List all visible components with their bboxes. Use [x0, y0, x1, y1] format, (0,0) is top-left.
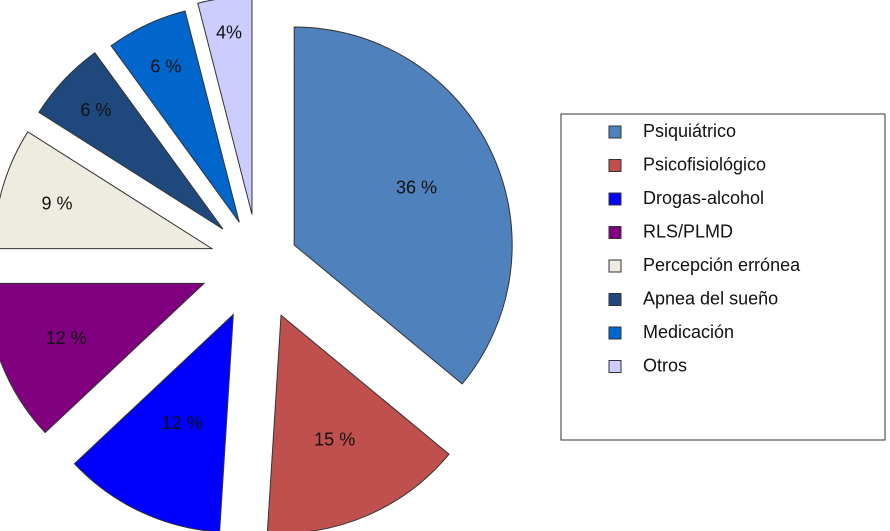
- legend-item: Otros: [608, 356, 687, 376]
- slice-label-5: 9 %: [41, 194, 72, 214]
- slice-label-1: 36 %: [396, 177, 437, 197]
- legend-item: Percepción errónea: [608, 255, 801, 275]
- pie-slice-8: [197, 0, 253, 215]
- legend-item: Medicación: [608, 322, 734, 342]
- slice-label-4: 12 %: [46, 328, 87, 348]
- pie-slices: [0, 0, 513, 531]
- legend-swatch: [608, 293, 622, 306]
- legend-label: Percepción errónea: [643, 255, 801, 275]
- pie-slice-4: [0, 282, 206, 434]
- legend-label: Medicación: [643, 322, 734, 342]
- slice-label-8: 4%: [216, 23, 242, 43]
- legend: Psiquiátrico Psicofisiológico Drogas-alcoh…: [560, 113, 886, 441]
- legend-label: RLS/PLMD: [643, 222, 733, 242]
- legend-item: Psicofisiológico: [608, 155, 766, 175]
- pie-slice-6: [38, 52, 224, 230]
- pie-slice-1: [293, 26, 513, 385]
- legend-label: Psiquiátrico: [643, 121, 736, 141]
- slice-label-7: 6 %: [150, 56, 181, 76]
- legend-label: Drogas-alcohol: [643, 188, 764, 208]
- slice-label-2: 15 %: [314, 429, 355, 449]
- legend-item: Psiquiátrico: [608, 121, 736, 141]
- legend-swatch: [608, 259, 622, 273]
- pie-slice-2: [266, 314, 450, 531]
- legend-swatch: [608, 326, 622, 340]
- pie-slice-5: [0, 131, 214, 250]
- legend-label: Apnea del sueño: [643, 289, 778, 309]
- legend-label: Psicofisiológico: [643, 155, 766, 175]
- legend-label: Otros: [643, 356, 687, 376]
- legend-swatch: [608, 226, 622, 239]
- legend-item: RLS/PLMD: [608, 222, 733, 242]
- legend-swatch: [608, 192, 622, 206]
- legend-items: Psiquiátrico Psicofisiológico Drogas-alcoh…: [608, 121, 801, 376]
- slice-label-3: 12 %: [162, 413, 203, 433]
- legend-swatch: [608, 125, 622, 139]
- legend-swatch: [608, 159, 622, 172]
- slice-label-6: 6 %: [80, 100, 111, 120]
- legend-item: Apnea del sueño: [608, 289, 778, 309]
- legend-swatch: [608, 360, 622, 373]
- pie-labels: 36 % 15 % 12 % 12 % 9 % 6 % 6 % 4%: [41, 23, 437, 450]
- pie-slice-7: [110, 10, 240, 223]
- legend-item: Drogas-alcohol: [608, 188, 764, 208]
